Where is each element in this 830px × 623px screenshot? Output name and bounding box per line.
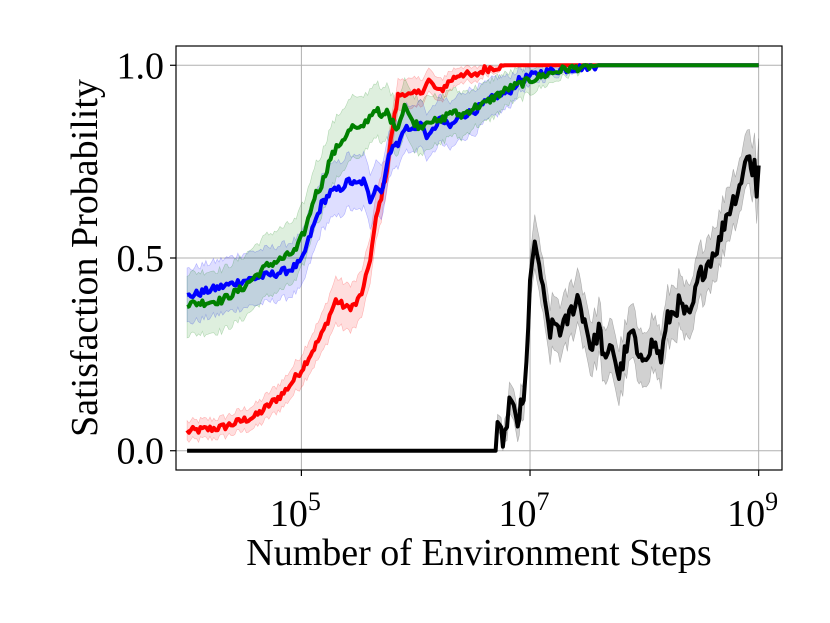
x-tick-exponent: 7 bbox=[537, 487, 550, 516]
y-tick-label: 0.5 bbox=[117, 238, 165, 280]
green-series-line bbox=[186, 63, 759, 309]
x-axis-label: Number of Environment Steps bbox=[246, 532, 711, 574]
y-tick-label: 1.0 bbox=[117, 45, 165, 87]
x-tick-label: 109 bbox=[727, 487, 778, 535]
x-tick-label: 107 bbox=[499, 487, 550, 535]
x-tick-base: 10 bbox=[499, 493, 537, 535]
x-tick-base: 10 bbox=[727, 493, 765, 535]
y-axis-label: Satisfaction Probability bbox=[64, 79, 106, 437]
x-tick-exponent: 9 bbox=[765, 487, 778, 516]
x-tick-label: 105 bbox=[270, 487, 321, 535]
y-tick-label: 0.0 bbox=[117, 431, 165, 473]
x-tick-exponent: 5 bbox=[308, 487, 321, 516]
black-series-line bbox=[186, 154, 761, 453]
x-tick-base: 10 bbox=[270, 493, 308, 535]
series-lines bbox=[185, 63, 761, 453]
